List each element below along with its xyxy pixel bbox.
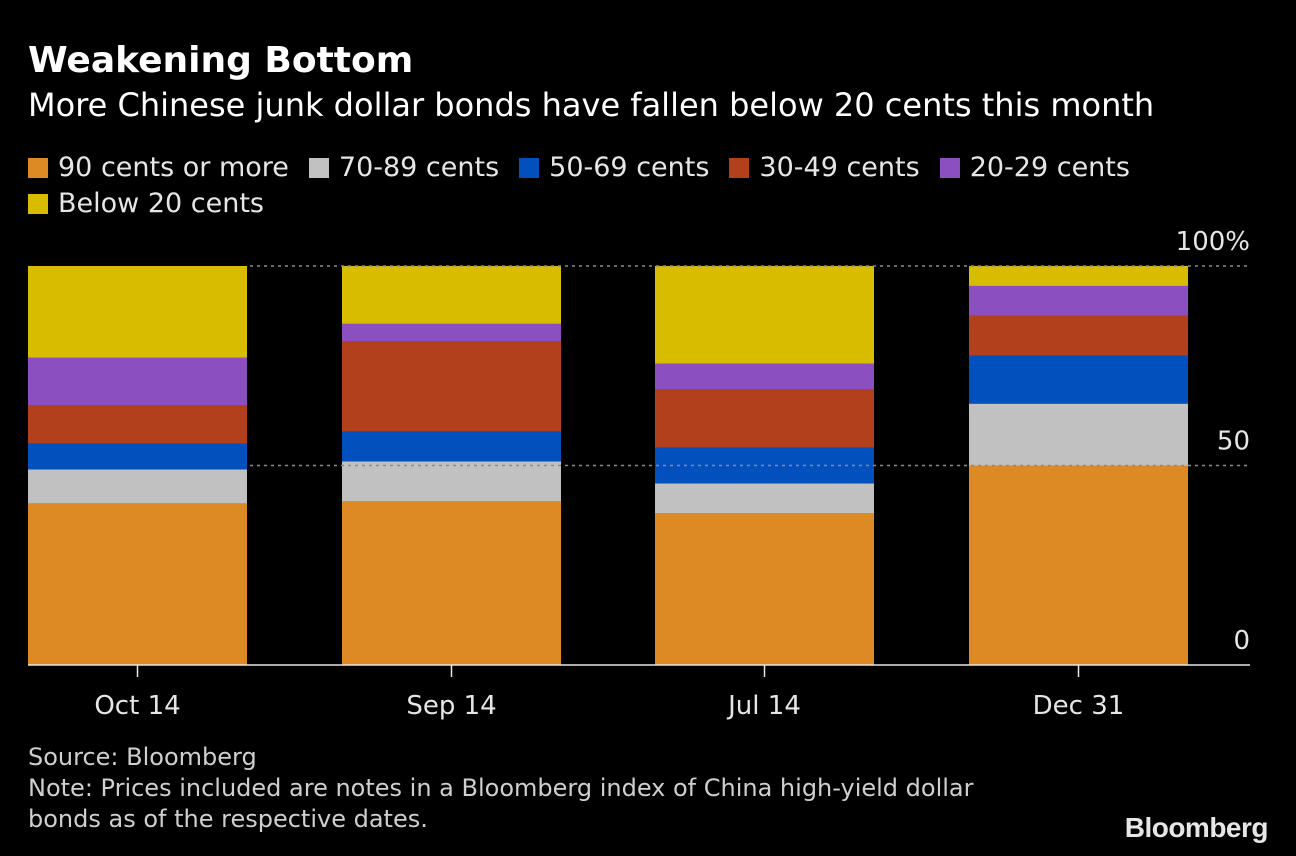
bar-segment <box>342 501 561 665</box>
legend: 90 cents or more 70-89 cents 50-69 cents 30… <box>28 150 1228 222</box>
legend-label: 30-49 cents <box>759 152 920 183</box>
bar-segment <box>655 447 874 484</box>
bar-segment <box>655 266 874 364</box>
bar-segment <box>28 443 247 470</box>
x-tick-label: Sep 14 <box>406 691 496 721</box>
legend-swatch <box>308 158 329 178</box>
legend-swatch <box>519 158 540 178</box>
note-text: Note: Prices included are notes in a Blo… <box>28 774 974 833</box>
bar-segment <box>342 431 561 462</box>
legend-swatch <box>939 158 960 178</box>
footer: Source: Bloomberg Note: Prices included … <box>28 742 1028 835</box>
bloomberg-logo: Bloomberg <box>1124 812 1269 843</box>
x-tick-label: Jul 14 <box>726 691 801 721</box>
bar-segment <box>969 315 1188 356</box>
legend-item: 30-49 cents <box>729 150 920 186</box>
bar-segment <box>342 341 561 432</box>
legend-swatch <box>729 158 750 178</box>
bar-segment <box>28 503 247 665</box>
y-tick-label: 100% <box>1176 227 1250 257</box>
source-text: Source: Bloomberg <box>28 743 257 771</box>
bar-segment <box>342 323 561 342</box>
bar-segment <box>28 357 247 406</box>
legend-label: 90 cents or more <box>58 152 289 183</box>
bar-segment <box>342 461 561 502</box>
legend-swatch <box>28 194 48 214</box>
bar-segment <box>969 403 1188 466</box>
bar-segment <box>969 465 1188 665</box>
legend-item: 70-89 cents <box>308 150 500 186</box>
legend-item: 50-69 cents <box>519 150 709 186</box>
bar-segment <box>969 355 1188 404</box>
x-tick-label: Oct 14 <box>94 691 180 721</box>
chart-subtitle: More Chinese junk dollar bonds have fall… <box>28 86 1155 124</box>
bar-segment <box>342 266 561 324</box>
legend-label: 20-29 cents <box>969 152 1130 183</box>
bar-segment <box>655 363 874 390</box>
legend-label: 70-89 cents <box>338 152 500 183</box>
y-tick-label: 0 <box>1233 626 1250 656</box>
bar-segment <box>28 469 247 504</box>
x-tick-label: Dec 31 <box>1033 691 1125 721</box>
bar-segment <box>969 285 1188 316</box>
legend-item: 90 cents or more <box>28 150 289 186</box>
chart-area: 0 50 100% Oct 14 Sep 14 Jul 14 Dec 31 <box>28 227 1250 721</box>
legend-swatch <box>28 158 48 178</box>
legend-label: Below 20 cents <box>58 188 264 219</box>
bar-segment <box>655 483 874 514</box>
legend-item: Below 20 cents <box>28 186 264 222</box>
bar-segment <box>28 405 247 444</box>
legend-item: 20-29 cents <box>939 150 1130 186</box>
bar-segment <box>655 389 874 448</box>
y-tick-label: 50 <box>1217 427 1250 457</box>
chart-title: Weakening Bottom <box>28 40 414 81</box>
legend-label: 50-69 cents <box>549 152 710 183</box>
bar-segment <box>655 513 874 665</box>
bar-segment <box>28 266 247 358</box>
bar-segment <box>969 266 1188 286</box>
